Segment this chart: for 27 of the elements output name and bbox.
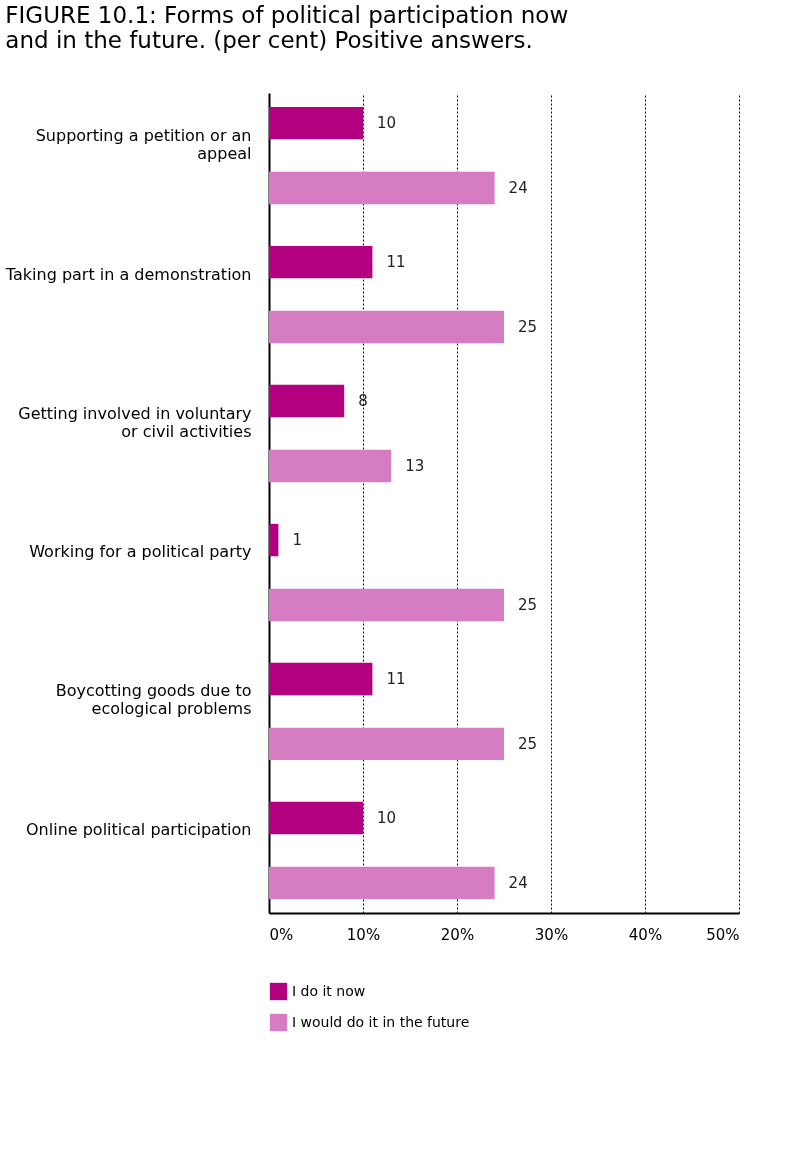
data-label: 11: [386, 253, 406, 272]
data-label: 25: [518, 317, 538, 336]
y-tick-label: Boycotting goods due to ecological problems: [55, 681, 252, 719]
data-label: 24: [508, 178, 528, 197]
x-tick-label: 0%: [269, 925, 294, 944]
y-tick-label: Supporting a petition or an appeal: [35, 125, 252, 163]
data-label: 25: [518, 595, 538, 614]
x-tick-label: 50%: [706, 925, 740, 944]
data-label: 10: [377, 114, 397, 133]
x-tick-label: 40%: [628, 925, 663, 944]
data-label: 10: [377, 809, 397, 828]
chart-title: FIGURE 10.1: Forms of political participation now and in the future. (per cent) Positive answers.: [5, 2, 569, 53]
x-tick-label: 20%: [440, 925, 475, 944]
data-label: 13: [405, 456, 425, 475]
data-label: 25: [518, 734, 538, 753]
data-label: 24: [508, 873, 528, 892]
legend-label: I do it now: [292, 982, 366, 999]
x-tick-label: 30%: [534, 925, 569, 944]
legend-label: I would do it in the future: [292, 1013, 470, 1030]
y-tick-label: Taking part in a demonstration: [4, 264, 252, 284]
y-tick-label: Online political participation: [26, 820, 252, 840]
y-tick-label: Getting involved in voluntary or civil activities: [18, 403, 252, 441]
data-label: 8: [358, 392, 368, 411]
data-label: 1: [292, 531, 302, 550]
x-tick-label: 10%: [346, 925, 381, 944]
y-tick-label: Working for a political party: [29, 542, 252, 562]
data-label: 11: [386, 670, 406, 689]
